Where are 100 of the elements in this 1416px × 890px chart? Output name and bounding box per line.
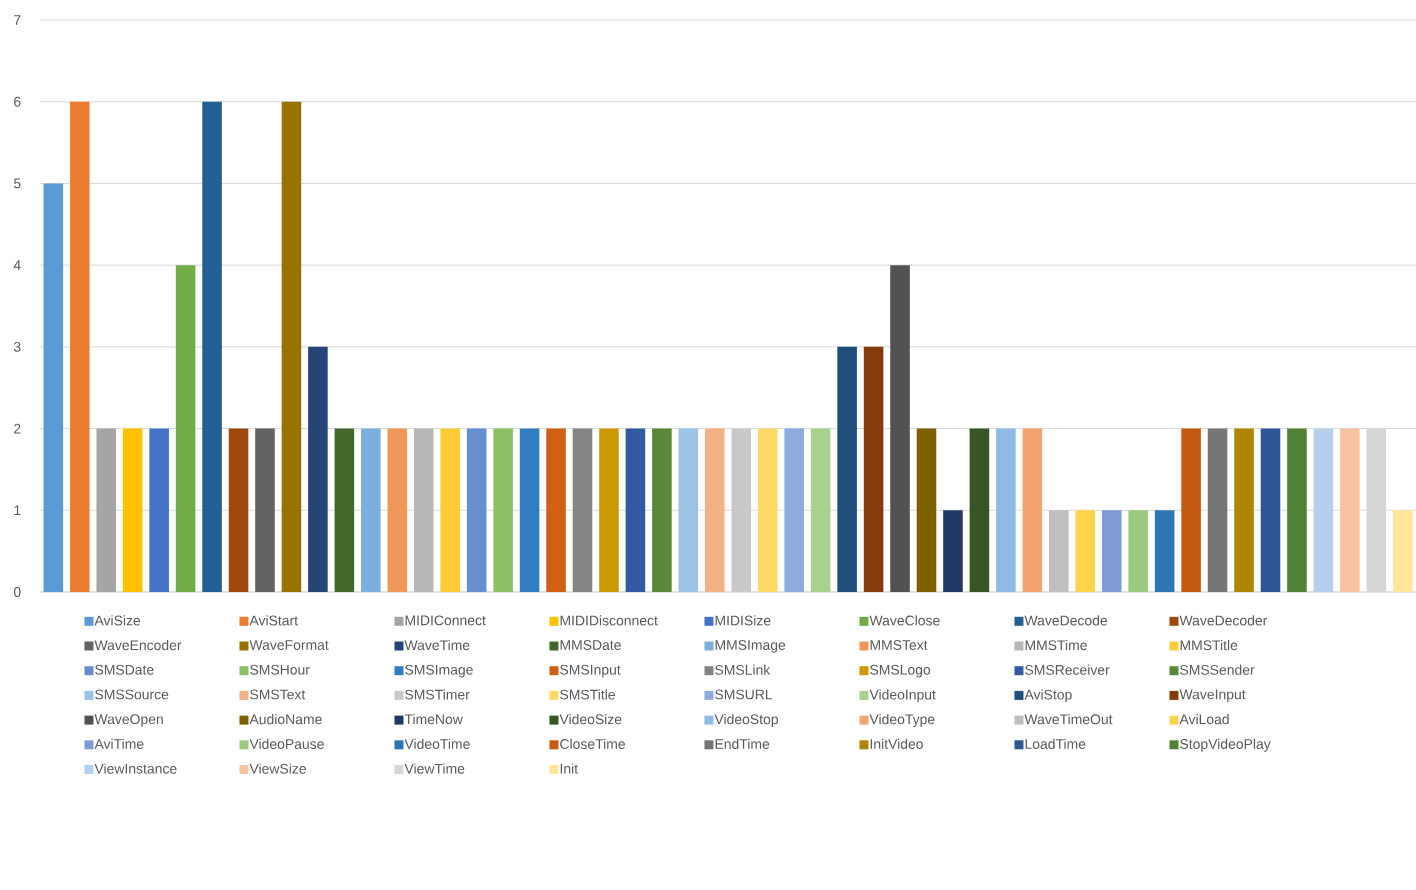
legend-label: Init <box>560 763 578 774</box>
bar <box>1313 428 1334 592</box>
legend-label: WaveTimeOut <box>1024 714 1113 725</box>
bar <box>1207 428 1228 592</box>
legend-label: WaveFormat <box>249 640 329 650</box>
bar <box>1340 428 1360 592</box>
bar <box>96 428 117 592</box>
bar <box>572 428 593 592</box>
bar <box>1101 510 1122 592</box>
bar <box>334 428 355 592</box>
y-tick-label: 6 <box>14 96 21 107</box>
legend-label: MMSTitle <box>1180 639 1238 651</box>
bar <box>69 101 90 592</box>
bar <box>678 428 699 592</box>
y-tick-label: 2 <box>14 423 21 434</box>
bar <box>652 428 672 592</box>
legend-label: MMSDate <box>560 640 621 650</box>
legend-label: VideoTime <box>404 738 470 749</box>
legend-label: WaveDecoder <box>1179 615 1268 626</box>
bar <box>281 101 302 592</box>
legend-label: StopVideoPlay <box>1180 738 1271 752</box>
legend-label: EndTime <box>715 738 770 749</box>
legend-label: WaveDecode <box>1024 615 1108 626</box>
bar <box>863 346 884 592</box>
bar <box>757 428 778 592</box>
y-tick-label: 5 <box>13 178 21 189</box>
bar <box>122 428 143 592</box>
bar <box>837 346 857 592</box>
bar <box>1049 510 1069 592</box>
legend-label: MMSText <box>870 640 928 650</box>
legend-label: LoadTime <box>1025 738 1086 749</box>
bar <box>916 428 937 592</box>
bar <box>519 428 540 592</box>
bar <box>175 265 196 592</box>
bar <box>1392 510 1413 592</box>
legend-label: VideoPause <box>249 738 324 749</box>
legend-label: SMSImage <box>405 664 473 678</box>
legend-label: WaveTime <box>404 639 470 651</box>
bar <box>202 101 222 592</box>
legend-label: SMSSource <box>95 689 169 700</box>
legend-label: VideoStop <box>714 714 778 728</box>
legend-label: ViewSize <box>249 763 306 774</box>
legend-label: ViewInstance <box>94 763 177 774</box>
bar <box>1154 510 1175 592</box>
bar <box>969 428 990 592</box>
bar <box>308 346 328 592</box>
legend-label: WaveEncoder <box>94 639 182 651</box>
bar <box>810 428 831 592</box>
y-tick-label: 7 <box>14 15 21 25</box>
legend-label: VideoSize <box>559 714 622 725</box>
legend-label: SMSLink <box>715 664 771 675</box>
bar <box>1234 428 1254 592</box>
bar <box>228 428 249 592</box>
legend-label: WaveOpen <box>94 714 163 727</box>
legend-label: AudioName <box>249 714 322 725</box>
legend-label: CloseTime <box>560 738 625 749</box>
y-tick-label: 4 <box>13 260 21 270</box>
legend-label: AviStop <box>1024 689 1072 703</box>
legend-label: MMSImage <box>715 640 786 653</box>
bar <box>1287 428 1307 592</box>
bar <box>890 265 910 592</box>
bar <box>731 428 752 592</box>
bar <box>440 428 460 592</box>
bar <box>943 510 963 592</box>
legend-label: SMSReceiver <box>1025 664 1110 675</box>
legend-label: SMSLogo <box>870 664 931 678</box>
bar <box>1075 510 1096 592</box>
bar <box>361 428 381 592</box>
legend-label: WaveClose <box>869 615 940 626</box>
legend-label: SMSTitle <box>560 689 615 700</box>
legend-label: SMSHour <box>250 664 310 675</box>
bar <box>466 428 487 592</box>
legend-label: SMSTimer <box>405 689 470 700</box>
legend-label: WaveInput <box>1179 689 1246 703</box>
bar <box>493 428 513 592</box>
bar <box>996 428 1016 592</box>
bar <box>1128 510 1148 592</box>
bar <box>413 428 434 592</box>
bar <box>599 428 619 592</box>
bar <box>255 428 275 592</box>
bar <box>43 183 64 592</box>
legend-label: SMSSender <box>1180 664 1255 675</box>
bar <box>784 428 804 592</box>
legend-label: SMSText <box>250 689 306 700</box>
bar <box>1181 428 1201 592</box>
bar <box>387 428 408 592</box>
legend-label: TimeNow <box>404 714 463 725</box>
bar <box>1260 428 1281 592</box>
legend-label: AviStart <box>249 615 298 626</box>
legend-label: MIDIConnect <box>405 615 486 626</box>
y-tick-label: 0 <box>13 587 21 597</box>
legend-label: SMSInput <box>560 664 621 678</box>
legend-label: MIDISize <box>715 615 771 626</box>
y-tick-label: 3 <box>13 341 21 352</box>
legend-label: AviSize <box>94 615 141 626</box>
bar <box>546 428 566 592</box>
legend-label: MIDIDisconnect <box>560 615 658 626</box>
bar <box>625 428 646 592</box>
legend-label: AviLoad <box>1179 714 1229 725</box>
legend-label: MMSTime <box>1025 639 1087 651</box>
